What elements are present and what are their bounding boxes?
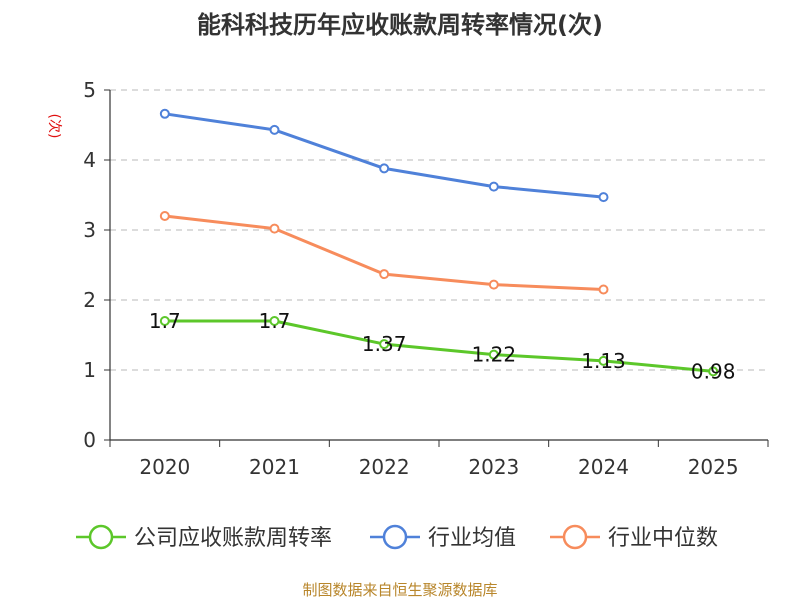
y-tick-label: 1 [83,358,96,382]
source-note: 制图数据来自恒生聚源数据库 [302,581,497,599]
series-group [159,108,719,377]
series-point-1 [269,124,280,135]
data-labels: 1.7 1.7 1.37 1.22 1.13 0.98 [149,309,736,383]
series-point-0 [598,355,609,366]
data-label: 1.7 [259,309,291,333]
chart-title: 能科科技历年应收账款周转率情况(次) [197,11,603,39]
series-point-2 [159,211,170,221]
legend-label-2: 行业中位数 [608,526,718,551]
grid-lines [110,89,768,371]
data-label: 0.98 [691,359,736,383]
x-tick-label: 2025 [688,455,739,479]
series-point-0 [159,316,170,326]
series-line-0 [164,319,714,373]
y-tick-label: 4 [83,148,96,172]
series-point-2 [488,279,499,290]
data-label: 1.22 [472,343,517,367]
series-point-2 [379,269,390,280]
legend-label-0: 公司应收账款周转率 [134,526,332,551]
y-tick-label: 5 [83,78,96,102]
x-tick-label: 2020 [139,455,190,479]
legend-marker-0 [88,524,114,550]
y-tick-label: 3 [83,218,96,242]
y-axis-label: (次) [46,114,62,139]
axes [104,89,769,447]
series-point-0 [488,349,499,360]
data-label: 1.13 [581,349,626,373]
series-point-0 [269,316,280,326]
data-label: 1.7 [149,309,181,333]
legend-marker-2 [562,524,588,550]
tick-labels: 0 1 2 3 4 5 2020 2021 2022 2023 2024 2025 [83,78,738,479]
series-point-1 [488,181,499,192]
data-label: 1.37 [362,332,407,356]
series-point-1 [598,192,609,203]
series-point-0 [379,339,390,350]
series-point-0 [708,366,719,377]
series-point-2 [598,284,609,295]
x-tick-label: 2021 [249,455,300,479]
series-point-1 [159,108,170,119]
legend: 公司应收账款周转率 行业均值 行业中位数 [76,524,718,551]
x-tick-label: 2024 [578,455,629,479]
series-line-1 [164,112,604,199]
y-tick-label: 0 [83,428,96,452]
x-tick-label: 2022 [359,455,410,479]
x-tick-label: 2023 [468,455,519,479]
y-tick-label: 2 [83,288,96,312]
series-point-2 [269,223,280,234]
series-point-1 [379,163,390,174]
legend-label-1: 行业均值 [428,526,516,551]
legend-marker-1 [382,524,408,550]
